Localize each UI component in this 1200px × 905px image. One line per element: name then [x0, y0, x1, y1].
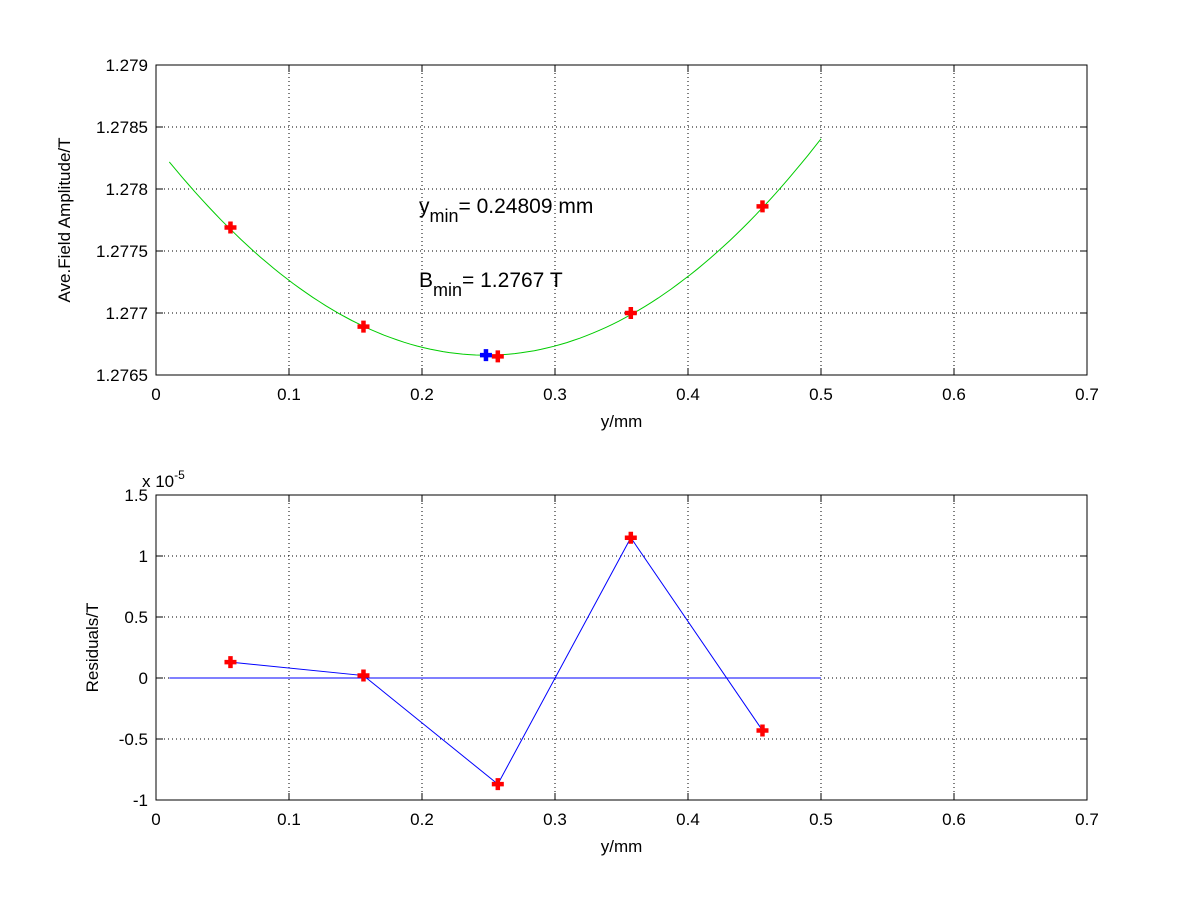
- x-tick-label: 0.3: [543, 810, 567, 829]
- y-tick-label: -1: [133, 791, 148, 810]
- axes-field: 0 0.1 0.2 0.3 0.4 0.5 0.6 0.7 1.2765 1.277 1.2775 1…: [55, 56, 1099, 431]
- x-tick-label: 0.6: [942, 810, 966, 829]
- y-multiplier-label: x 10-5: [142, 468, 185, 491]
- x-tick-label: 0.2: [410, 810, 434, 829]
- ymin-annotation: ymin= 0.24809 mm: [419, 195, 593, 226]
- y-tick-label: 1: [139, 547, 148, 566]
- y-tick-label: 1.5: [124, 486, 148, 505]
- y-tick-label: 1.2785: [96, 118, 148, 137]
- y-tick-label: 0: [139, 669, 148, 688]
- axes-box: [155, 64, 1088, 376]
- x-tick-label: 0.4: [676, 810, 700, 829]
- x-tick-label: 0.6: [942, 385, 966, 404]
- axes-residuals: 0 0.1 0.2 0.3 0.4 0.5 0.6 0.7 -1 -0.5 0 0.5 1 1.5 y/mm…: [83, 468, 1099, 856]
- residuals-point: [357, 669, 370, 682]
- x-tick-label: 0.7: [1075, 385, 1099, 404]
- y-tick-label: 0.5: [124, 608, 148, 627]
- residuals-point: [756, 724, 769, 737]
- x-tick-label: 0.5: [809, 810, 833, 829]
- y-tick-label: 1.2775: [96, 242, 148, 261]
- y-axis-label: Ave.Field Amplitude/T: [55, 137, 74, 302]
- x-tick-label: 0.5: [809, 385, 833, 404]
- bmin-annotation: Bmin= 1.2767 T: [419, 269, 563, 300]
- measured-point: [357, 320, 370, 333]
- y-tick-label: 1.277: [105, 304, 148, 323]
- x-tick-label: 0.1: [277, 810, 301, 829]
- residuals-point: [624, 531, 637, 544]
- x-axis-label: y/mm: [601, 837, 643, 856]
- x-tick-label: 0.1: [277, 385, 301, 404]
- residuals-point: [491, 778, 504, 791]
- residuals-point: [224, 656, 237, 669]
- x-axis-label: y/mm: [601, 412, 643, 431]
- y-tick-label: -0.5: [119, 730, 148, 749]
- x-tick-label: 0.2: [410, 385, 434, 404]
- axes-box: [155, 494, 1088, 801]
- x-tick-label: 0: [151, 810, 160, 829]
- measured-point: [491, 350, 504, 363]
- y-axis-label: Residuals/T: [83, 603, 102, 693]
- x-tick-label: 0: [151, 385, 160, 404]
- measured-point: [224, 221, 237, 234]
- y-tick-label: 1.2765: [96, 366, 148, 385]
- y-tick-label: 1.279: [105, 56, 148, 75]
- x-tick-label: 0.7: [1075, 810, 1099, 829]
- plot-area: [156, 495, 1087, 800]
- measured-point: [624, 307, 637, 319]
- x-tick-label: 0.4: [676, 385, 700, 404]
- measured-point: [756, 200, 769, 213]
- minimum-point: [479, 349, 492, 362]
- x-tick-label: 0.3: [543, 385, 567, 404]
- y-tick-label: 1.278: [105, 180, 148, 199]
- plot-area: [156, 65, 1087, 375]
